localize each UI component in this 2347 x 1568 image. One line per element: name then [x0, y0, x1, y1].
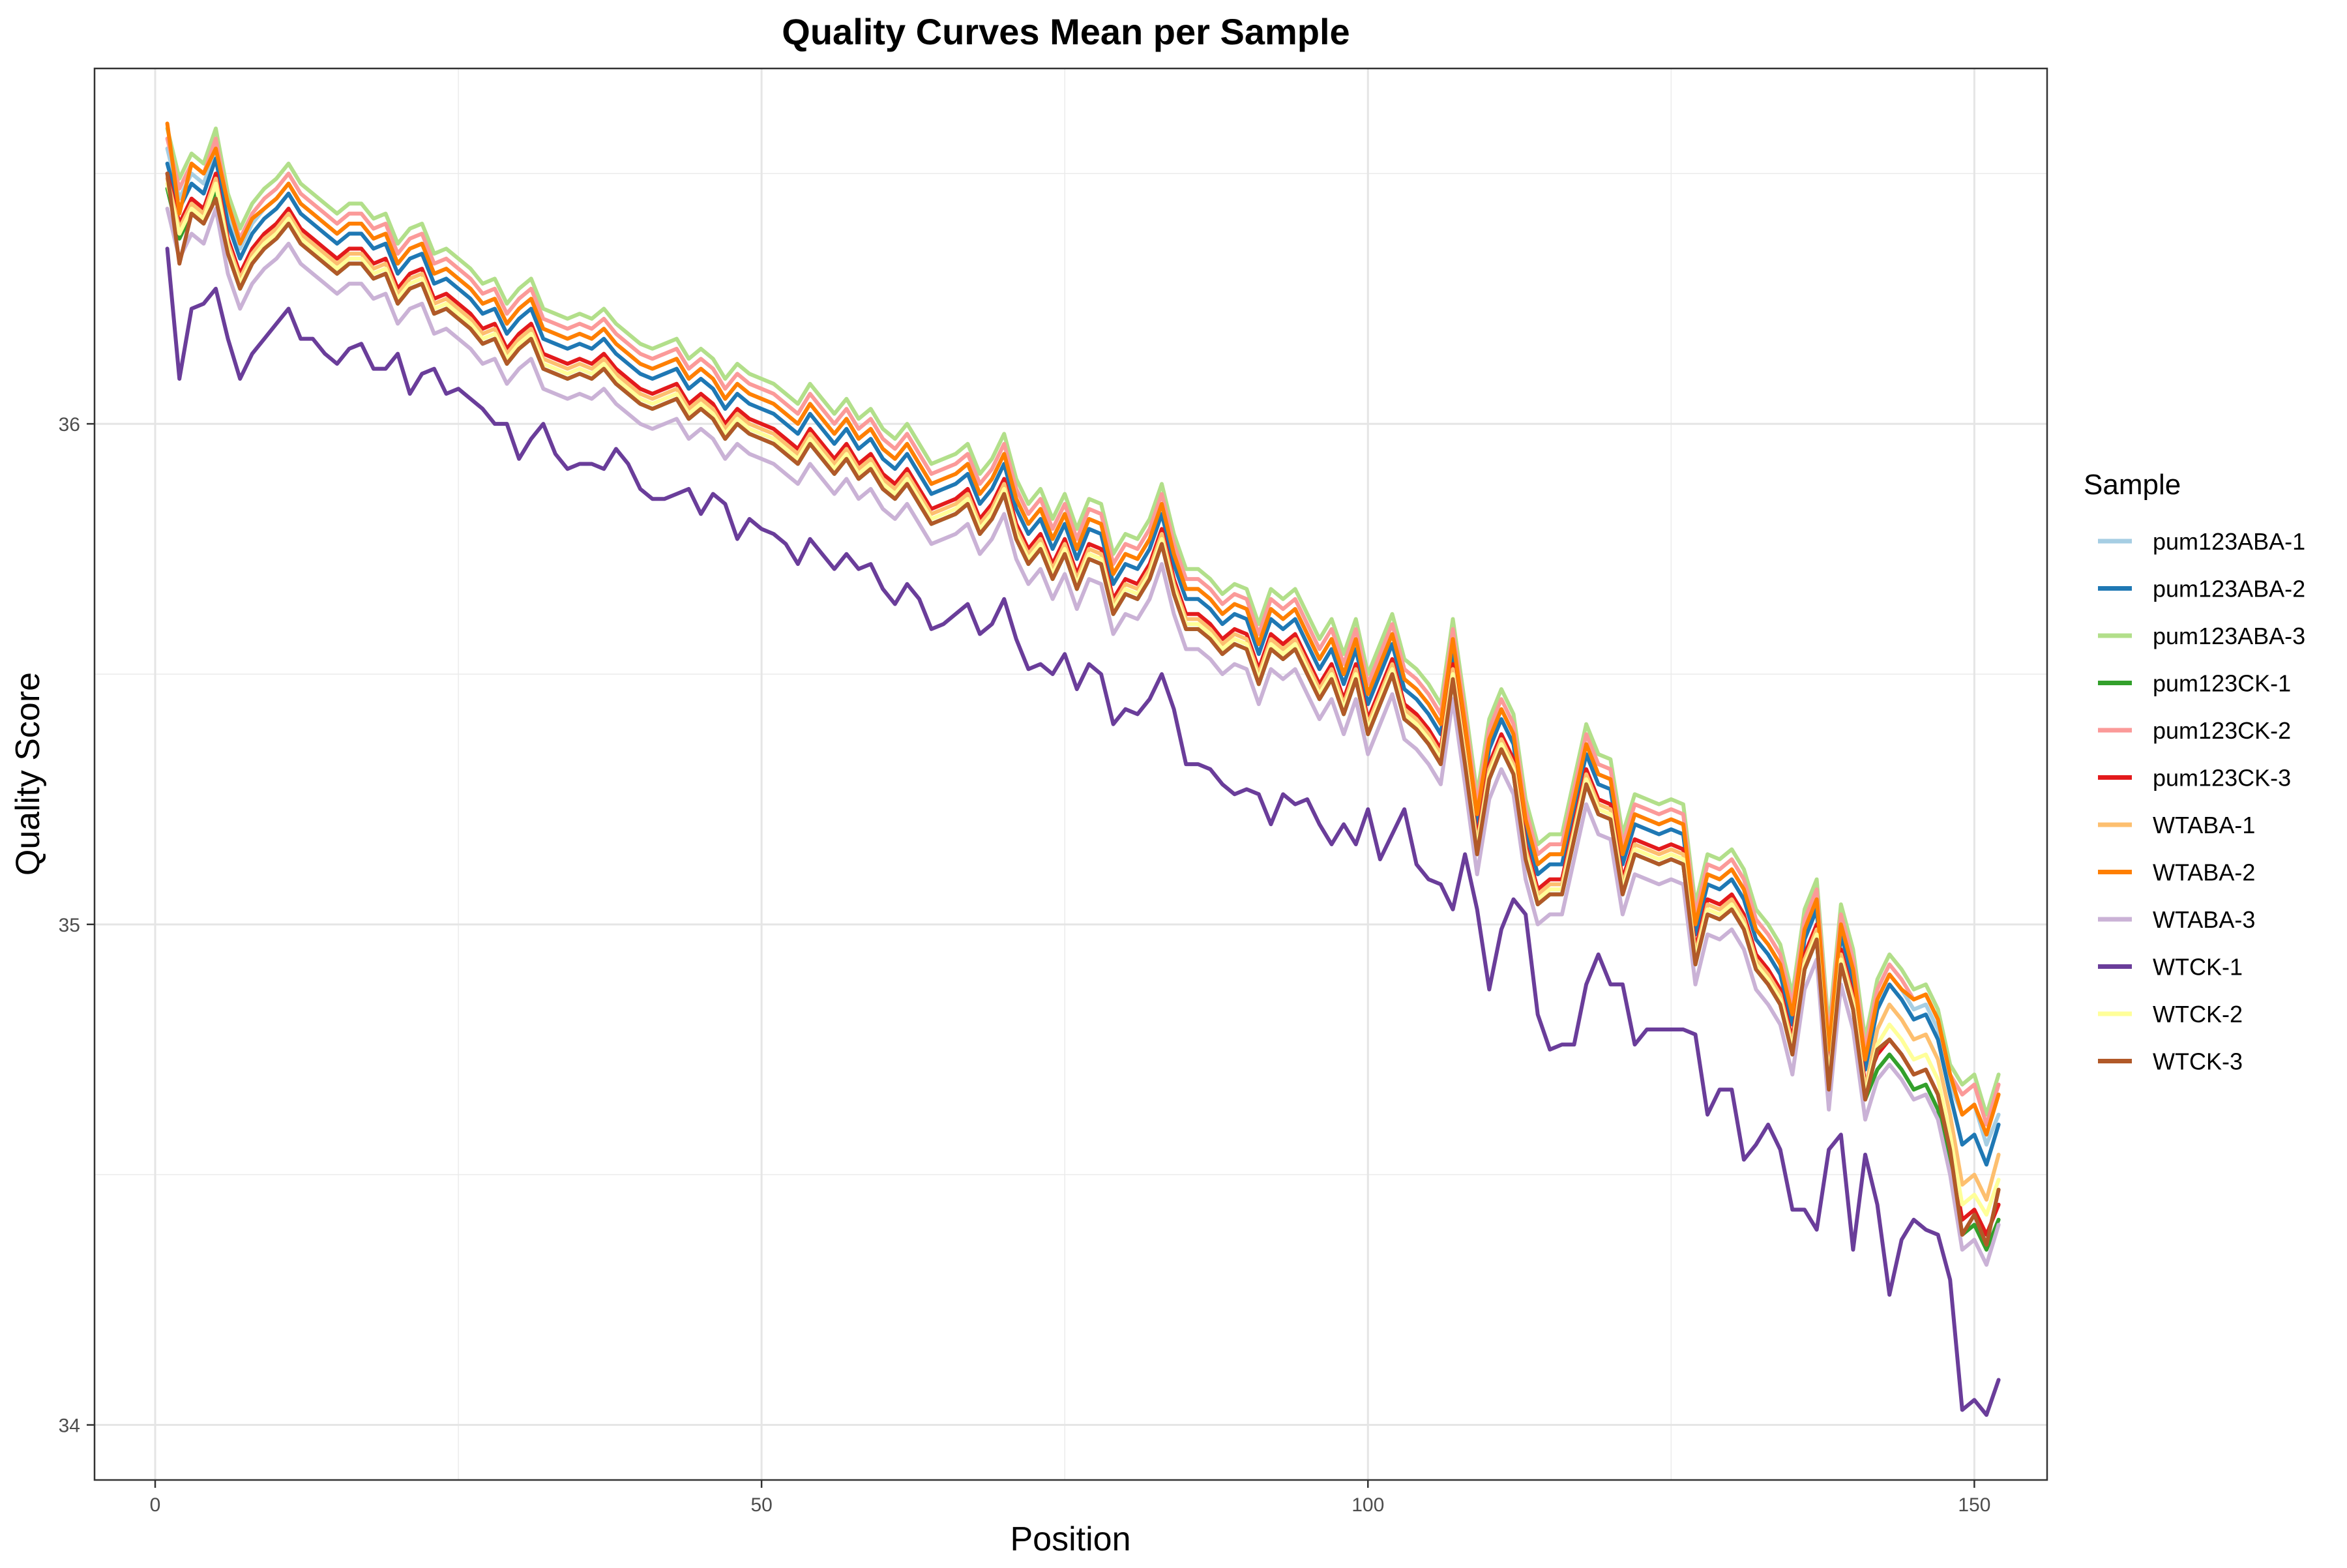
chart-title: Quality Curves Mean per Sample [782, 11, 1350, 52]
legend-title: Sample [2084, 469, 2181, 501]
legend-label-wtck-3: WTCK-3 [2153, 1048, 2243, 1075]
x-tick-label: 100 [1351, 1494, 1384, 1516]
x-tick-label: 150 [1958, 1494, 1990, 1516]
y-axis-title: Quality Score [9, 672, 47, 876]
series-line-wtaba-2 [165, 121, 2001, 1137]
legend-label-wtck-1: WTCK-1 [2153, 954, 2243, 981]
legend-label-wtaba-3: WTABA-3 [2153, 906, 2255, 933]
y-tick-label: 36 [59, 414, 80, 436]
legend-label-pum123aba-3: pum123ABA-3 [2153, 623, 2305, 649]
series-line-wtaba-3 [165, 207, 2001, 1267]
legend: Sample pum123ABA-1 pum123ABA-2 pum123ABA-3… [2084, 469, 2305, 1075]
legend-label-pum123ck-1: pum123CK-1 [2153, 670, 2291, 697]
legend-label-wtaba-2: WTABA-2 [2153, 859, 2255, 886]
grid [95, 68, 2047, 1480]
series-line-wtck-1 [165, 246, 2001, 1417]
x-tick-label: 0 [150, 1494, 161, 1516]
x-axis-title: Position [1011, 1520, 1131, 1558]
plot-border [93, 67, 2048, 1481]
legend-items: pum123ABA-1 pum123ABA-2 pum123ABA-3 pum123C… [2098, 528, 2305, 1075]
x-tick-label: 50 [750, 1494, 772, 1516]
y-tick-label: 34 [59, 1415, 80, 1437]
legend-label-pum123aba-1: pum123ABA-1 [2153, 528, 2305, 555]
y-tick-label: 35 [59, 915, 80, 936]
axes: 0 50 100 150 34 35 36 [59, 414, 1991, 1516]
legend-label-pum123ck-2: pum123CK-2 [2153, 717, 2291, 744]
legend-label-pum123aba-2: pum123ABA-2 [2153, 576, 2305, 602]
legend-label-pum123ck-3: pum123CK-3 [2153, 765, 2291, 791]
series-line-wtck-3 [165, 171, 2001, 1247]
legend-label-wtck-2: WTCK-2 [2153, 1001, 2243, 1028]
legend-label-wtaba-1: WTABA-1 [2153, 812, 2255, 838]
series-lines [165, 121, 2001, 1417]
